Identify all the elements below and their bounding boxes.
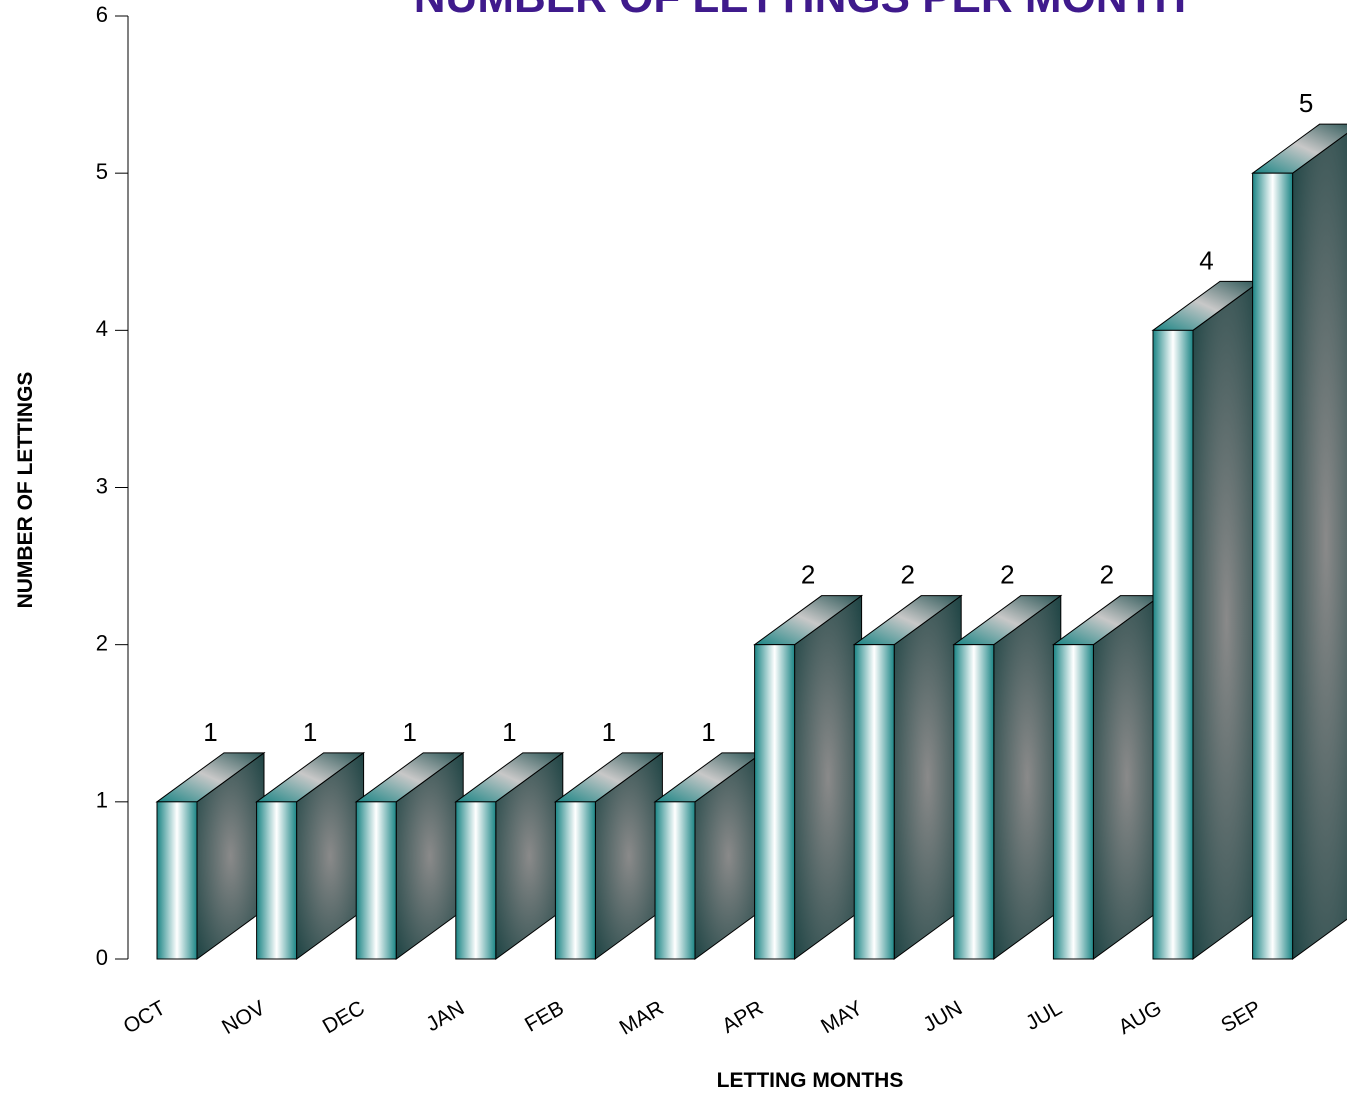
x-tick-label: APR: [718, 996, 767, 1038]
data-label: 5: [1299, 88, 1313, 118]
bar: [1052, 644, 1094, 960]
bar: [1152, 329, 1194, 960]
bar: [355, 801, 397, 960]
y-tick-label: 2: [96, 630, 108, 655]
bar: [156, 801, 198, 960]
x-tick-label: JAN: [422, 996, 468, 1036]
bar-side: [1292, 132, 1347, 960]
bar: [455, 801, 497, 960]
data-label: 2: [1000, 560, 1014, 590]
bar: [754, 644, 796, 960]
x-tick-label: MAR: [616, 996, 668, 1039]
bar: [256, 801, 298, 960]
y-tick-label: 6: [96, 2, 108, 27]
data-label: 1: [502, 717, 516, 747]
y-axis-label: NUMBER OF LETTINGS: [14, 372, 37, 609]
y-tick-label: 4: [96, 316, 108, 341]
x-tick-label: JUL: [1022, 996, 1066, 1035]
chart-title: NUMBER OF LETTINGS PER MONTH: [414, 0, 1186, 22]
x-tick-label: DEC: [319, 996, 369, 1038]
data-label: 2: [801, 560, 815, 590]
x-axis-label: LETTING MONTHS: [717, 1069, 904, 1092]
x-tick-label: JUN: [919, 996, 966, 1036]
bar: [1252, 172, 1294, 960]
y-tick-label: 3: [96, 473, 108, 498]
bar-side: [1192, 280, 1261, 960]
data-label: 1: [701, 717, 715, 747]
bar: [953, 644, 995, 960]
y-tick-label: 5: [96, 159, 108, 184]
bar-side: [794, 594, 863, 960]
y-tick-label: 0: [96, 945, 108, 970]
x-tick-label: NOV: [218, 996, 269, 1039]
bar: [554, 801, 596, 960]
data-label: 2: [1100, 560, 1114, 590]
x-tick-label: FEB: [521, 996, 568, 1036]
data-label: 1: [203, 717, 217, 747]
data-label: 2: [900, 560, 914, 590]
x-tick-label: AUG: [1115, 996, 1166, 1039]
data-label: 4: [1199, 245, 1213, 275]
x-tick-label: OCT: [120, 996, 170, 1038]
bar-side: [893, 594, 962, 960]
bar-side: [993, 594, 1062, 960]
data-label: 1: [602, 717, 616, 747]
data-label: 1: [303, 717, 317, 747]
bar: [654, 801, 696, 960]
bar-side: [1092, 594, 1161, 960]
data-label: 1: [402, 717, 416, 747]
x-tick-label: MAY: [817, 996, 867, 1038]
y-tick-label: 1: [96, 788, 108, 813]
x-tick-label: SEP: [1217, 996, 1265, 1037]
bar: [853, 644, 895, 960]
